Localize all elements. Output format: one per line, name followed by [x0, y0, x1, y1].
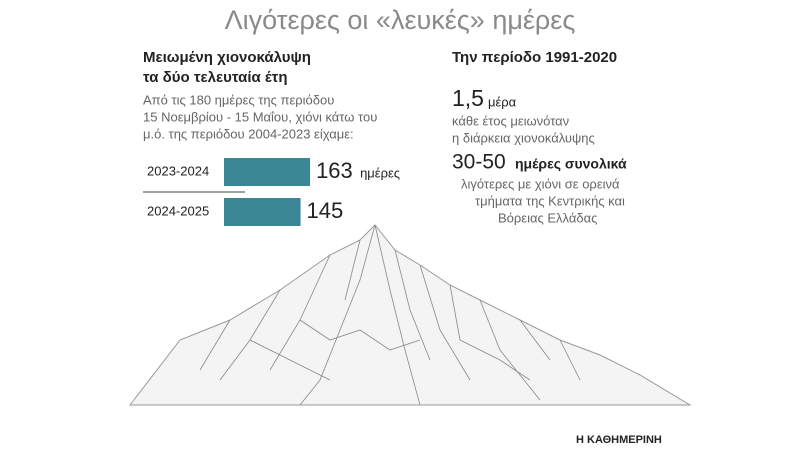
fact-big: 1,5	[452, 85, 484, 111]
fact-unit: ημέρες συνολικά	[515, 156, 627, 172]
fact-text: κάθε έτος μειωνόταν	[452, 113, 569, 128]
bar	[224, 198, 301, 226]
value-label: 163	[316, 158, 353, 183]
value-unit: ημέρες	[360, 165, 400, 180]
title: Λιγότερες οι «λευκές» ημέρες	[225, 5, 576, 35]
side-title: Την περίοδο 1991-2020	[452, 49, 617, 66]
fact-unit: μέρα	[488, 94, 517, 109]
description: μ.ό. της περιόδου 2004-2023 είχαμε:	[143, 126, 354, 141]
subtitle: Μειωμένη χιονοκάλυψη	[143, 49, 311, 66]
fact-text: λιγότερες με χιόνι σε ορεινά	[461, 176, 620, 191]
mountain	[128, 224, 692, 406]
subtitle: τα δύο τελευταία έτη	[143, 69, 288, 86]
credit: Η ΚΑΘΗΜΕΡΙΝΗ	[576, 434, 662, 446]
description: Από τις 180 ημέρες της περιόδου	[143, 92, 334, 107]
fact-text: Βόρειας Ελλάδας	[498, 210, 597, 225]
fact-text: η διάρκεια χιονοκάλυψης	[452, 130, 595, 145]
category-label: 2024-2025	[147, 203, 209, 218]
value-label: 145	[307, 198, 344, 223]
fact-big: 30-50	[452, 151, 506, 174]
category-label: 2023-2024	[147, 163, 209, 178]
bar	[224, 158, 311, 186]
fact-text: τμήματα της Κεντρικής και	[475, 193, 625, 208]
description: 15 Νοεμβρίου - 15 Μαΐου, χιόνι κάτω του	[143, 109, 377, 124]
